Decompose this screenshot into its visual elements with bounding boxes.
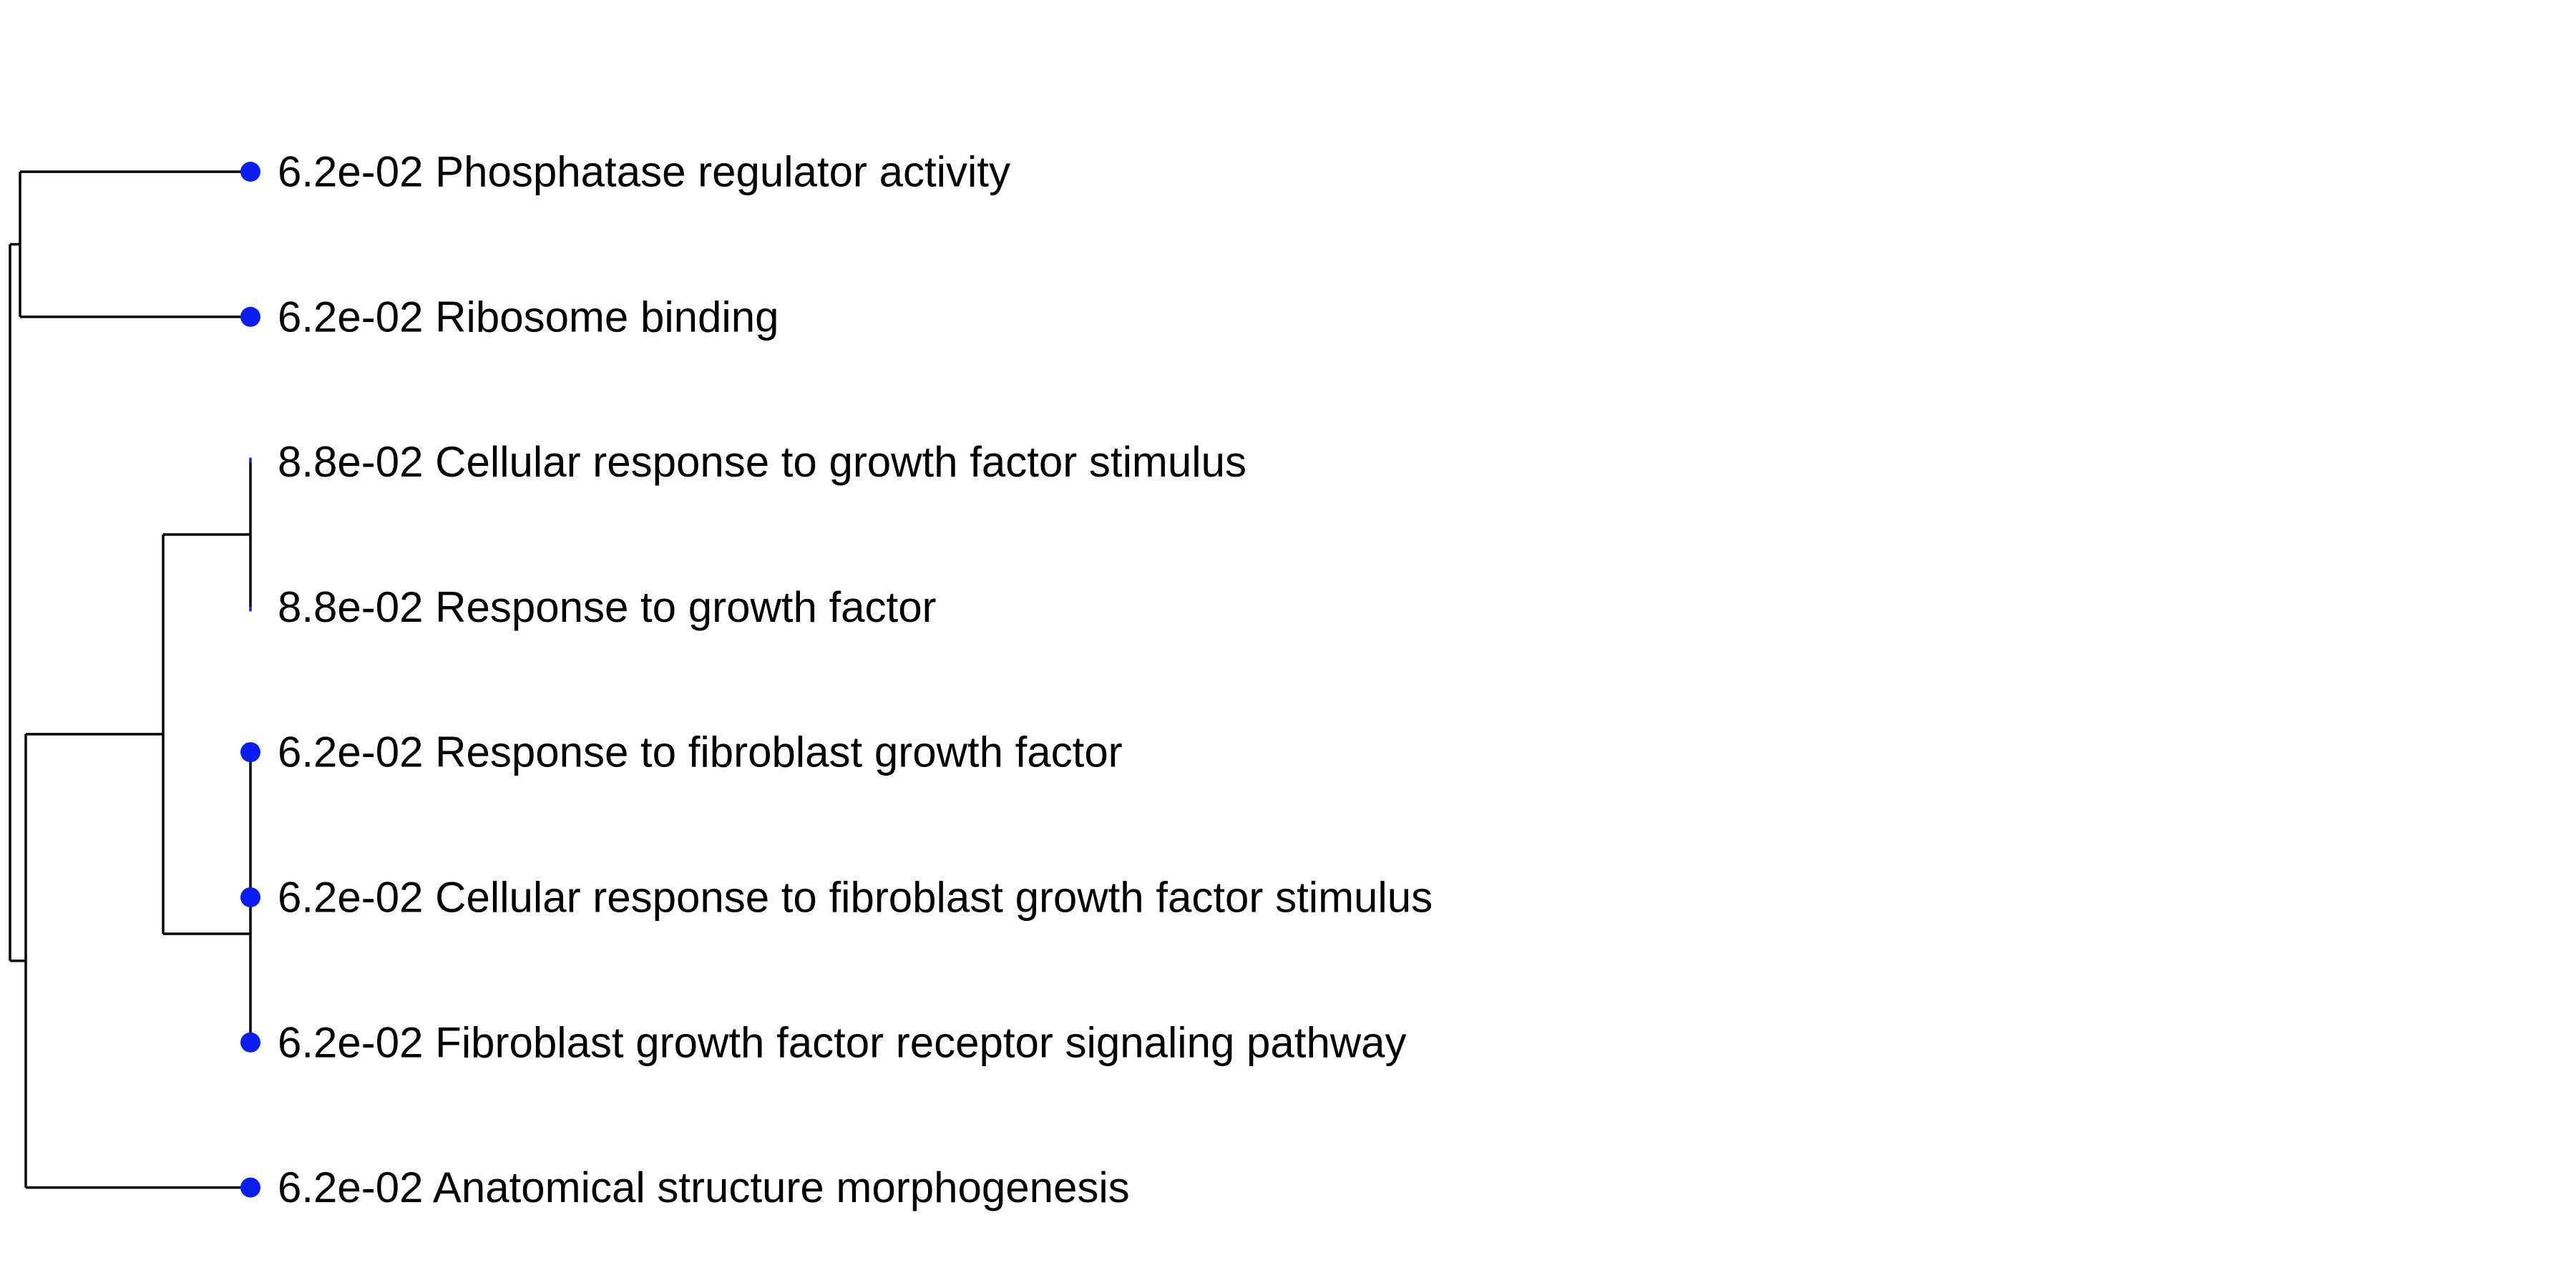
leaf-point-1 xyxy=(240,162,260,182)
leaf-label-3: 8.8e-02 Cellular response to growth fact… xyxy=(278,438,1246,486)
dendrogram-leaves: 6.2e-02 Phosphatase regulator activity 6.… xyxy=(240,148,1433,1211)
leaf-label-8: 6.2e-02 Anatomical structure morphogenes… xyxy=(278,1163,1130,1211)
dendrogram-branches xyxy=(9,170,252,1189)
leaf-label-6: 6.2e-02 Cellular response to fibroblast … xyxy=(278,874,1433,922)
leaf-point-8 xyxy=(240,1177,260,1198)
leaf-label-7: 6.2e-02 Fibroblast growth factor recepto… xyxy=(278,1018,1407,1066)
leaf-label-2: 6.2e-02 Ribosome binding xyxy=(278,293,779,341)
leaf-point-7 xyxy=(240,1032,260,1053)
leaf-point-2 xyxy=(240,306,260,327)
leaf-point-5 xyxy=(240,742,260,763)
leaf-point-6 xyxy=(240,887,260,907)
leaf-label-5: 6.2e-02 Response to fibroblast growth fa… xyxy=(278,728,1123,776)
leaf-label-1: 6.2e-02 Phosphatase regulator activity xyxy=(278,148,1010,196)
leaf-label-4: 8.8e-02 Response to growth factor xyxy=(278,583,937,631)
